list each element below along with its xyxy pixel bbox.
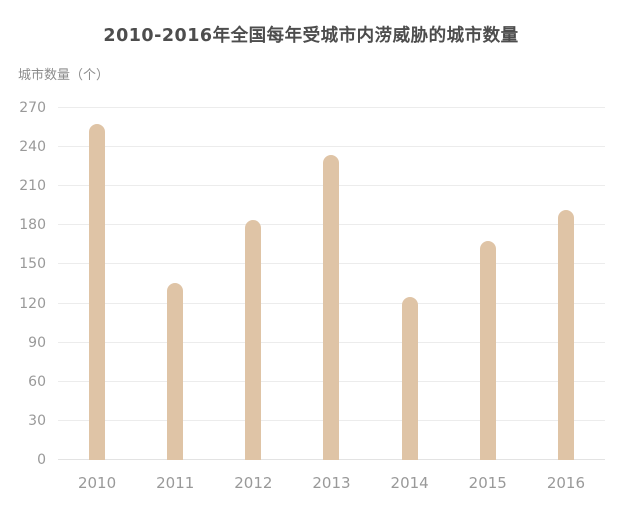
x-tick-2015: 2015 [468, 474, 507, 492]
y-tick-30: 30 [28, 412, 46, 429]
bar-column-2013 [292, 108, 370, 460]
y-tick-210: 210 [19, 178, 46, 195]
gridline-270 [58, 107, 605, 108]
bar-column-2011 [136, 108, 214, 460]
bar-column-2016 [527, 108, 605, 460]
y-tick-120: 120 [19, 295, 46, 312]
y-tick-60: 60 [28, 373, 46, 390]
y-tick-240: 240 [19, 139, 46, 156]
bar-2014 [401, 297, 418, 460]
y-tick-270: 270 [19, 100, 46, 116]
x-tick-2012: 2012 [234, 474, 273, 492]
bar-column-2014 [371, 108, 449, 460]
x-tick-2010: 2010 [77, 474, 117, 492]
y-tick-150: 150 [19, 256, 46, 273]
x-tick-2011: 2011 [156, 474, 195, 492]
y-axis-unit-label: 城市数量（个） [18, 68, 110, 83]
chart-title: 2010-2016年全国每年受城市内涝威胁的城市数量 [103, 26, 519, 46]
bar-2011 [167, 282, 184, 460]
bar-column-2015 [449, 108, 527, 460]
x-axis-tick-labels: 2010 2011 2012 2013 2014 2015 2016 [58, 474, 605, 492]
y-tick-180: 180 [19, 217, 46, 234]
bar-2016 [557, 209, 574, 460]
x-tick-2013: 2013 [312, 474, 351, 492]
bar-column-2012 [214, 108, 292, 460]
plot-area [58, 107, 605, 460]
y-axis-tick-labels: 0 30 60 90 120 150 180 210 240 270 [0, 100, 46, 468]
y-tick-90: 90 [28, 334, 46, 351]
bar-column-2010 [58, 108, 136, 460]
y-tick-0: 0 [37, 452, 46, 468]
x-tick-2016: 2016 [546, 474, 585, 492]
bar-2012 [245, 220, 262, 460]
bar-2013 [323, 154, 340, 460]
gridline-240 [58, 146, 605, 148]
x-tick-2014: 2014 [390, 474, 429, 492]
bar-series [58, 108, 605, 460]
bar-2015 [479, 240, 496, 460]
bar-2010 [89, 123, 106, 460]
